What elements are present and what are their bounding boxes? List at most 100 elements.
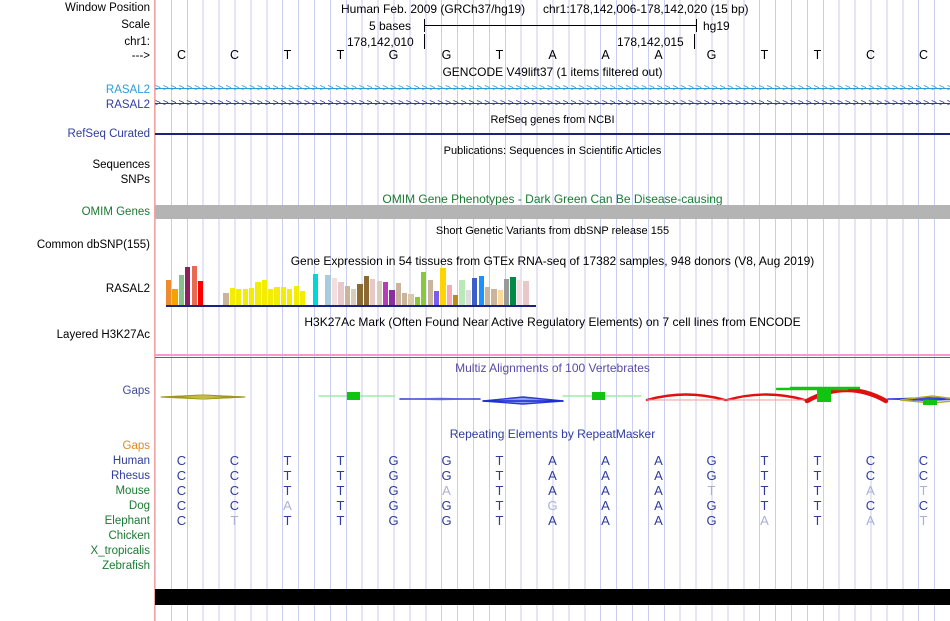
gtex-tissue-bar[interactable] (363, 276, 370, 305)
refseq-label[interactable]: RefSeq Curated (67, 128, 150, 140)
gtex-tissue-bar[interactable] (299, 291, 306, 305)
left-margin-divider (154, 0, 155, 621)
sequence-base: T (283, 48, 292, 62)
conservation-label[interactable]: Gaps (122, 385, 151, 397)
species-label-human[interactable]: Human (112, 455, 150, 467)
gtex-tissue-bar[interactable] (331, 277, 338, 305)
refseq-gene-line[interactable] (155, 133, 950, 135)
gtex-tissue-bar[interactable] (453, 295, 459, 305)
alignment-row-zebrafish[interactable] (155, 558, 950, 573)
gtex-tissue-bar[interactable] (414, 296, 421, 305)
gtex-tissue-bar[interactable] (223, 292, 229, 305)
gtex-tissue-bar[interactable] (440, 268, 446, 305)
gtex-tissue-bar[interactable] (344, 286, 350, 305)
gtex-tissue-bar[interactable] (478, 276, 484, 305)
species-label-chicken[interactable]: Chicken (108, 530, 150, 542)
species-label-elephant[interactable]: Elephant (104, 515, 150, 527)
gtex-tissue-bar[interactable] (274, 286, 280, 305)
gtex-tissue-bar[interactable] (459, 279, 465, 305)
gtex-tissue-bar[interactable] (504, 278, 510, 305)
gtex-tissue-bar[interactable] (178, 274, 185, 305)
gaps-label[interactable]: Gaps (122, 440, 151, 452)
species-label-zebrafish[interactable]: Zebrafish (102, 560, 150, 572)
alignment-base: G (706, 513, 717, 528)
gtex-tissue-bar[interactable] (166, 279, 172, 305)
alignment-base: C (176, 513, 187, 528)
gtex-tissue-bar[interactable] (242, 289, 248, 305)
gtex-tissue-bar[interactable] (357, 283, 363, 305)
alignment-base: G (706, 453, 717, 468)
gtex-tissue-bar[interactable] (465, 290, 472, 305)
gtex-tissue-bar[interactable] (433, 291, 440, 305)
gtex-tissue-bar[interactable] (446, 284, 452, 305)
alignment-base: T (495, 498, 504, 513)
gtex-tissue-bar[interactable] (472, 277, 478, 305)
alignment-row-chicken[interactable] (155, 528, 950, 543)
gtex-tissue-bar[interactable] (516, 280, 523, 305)
gtex-tissue-bar[interactable] (497, 290, 503, 305)
alignment-base: C (865, 498, 876, 513)
omim-gene-feature[interactable] (155, 205, 950, 219)
alignment-row-x_tropicalis[interactable] (155, 543, 950, 558)
gencode-label-1[interactable]: RASAL2 (105, 84, 150, 96)
gtex-tissue-bar[interactable] (248, 287, 255, 305)
gencode-label-2[interactable]: RASAL2 (105, 99, 150, 111)
dbsnp-label[interactable]: Common dbSNP(155) (36, 239, 150, 251)
h3k27ac-signal-line[interactable] (155, 354, 950, 356)
gtex-tissue-bar[interactable] (382, 282, 389, 305)
h3k27ac-label[interactable]: Layered H3K27Ac (56, 329, 150, 341)
gtex-tissue-bar[interactable] (421, 272, 427, 305)
gtex-tissue-bar[interactable] (197, 281, 204, 305)
gtex-tissue-bar[interactable] (229, 287, 236, 305)
gtex-tissue-bar[interactable] (268, 289, 274, 305)
gtex-tissue-bar[interactable] (280, 286, 287, 305)
species-label-rhesus[interactable]: Rhesus (111, 470, 150, 482)
gtex-tissue-bar[interactable] (287, 289, 293, 305)
pubs-snps-label[interactable]: SNPs (120, 174, 150, 186)
gencode-transcript-1[interactable]: >>>>>>>>>>>>>>>>>>>>>>>>>>>>>>>>>>>>>>>>… (155, 83, 950, 94)
gtex-tissue-bar[interactable] (325, 275, 331, 305)
alignment-base: A (601, 453, 610, 468)
gtex-tissue-bar[interactable] (261, 280, 267, 305)
scale-bar-line (424, 25, 697, 26)
gtex-tissue-bar[interactable] (389, 290, 395, 305)
gtex-tissue-bar[interactable] (491, 288, 497, 305)
gtex-tissue-bar[interactable] (351, 289, 357, 305)
gtex-tissue-bar[interactable] (408, 294, 414, 305)
species-label-dog[interactable]: Dog (128, 500, 150, 512)
gtex-tissue-bar[interactable] (236, 288, 242, 305)
species-label-x_tropicalis[interactable]: X_tropicalis (90, 545, 150, 557)
alignment-base: G (388, 468, 399, 483)
species-label-mouse[interactable]: Mouse (115, 485, 150, 497)
gtex-tissue-bar[interactable] (370, 278, 376, 305)
gtex-tissue-bar[interactable] (427, 279, 433, 305)
omim-genes-label[interactable]: OMIM Genes (81, 206, 150, 218)
gtex-tissue-bar[interactable] (510, 277, 516, 305)
gtex-tissue-bar[interactable] (255, 282, 261, 305)
gencode-transcript-2[interactable]: >>>>>>>>>>>>>>>>>>>>>>>>>>>>>>>>>>>>>>>>… (155, 98, 950, 109)
gtex-tissue-bar[interactable] (191, 265, 197, 305)
alignment-base: T (283, 453, 292, 468)
gtex-gene-label[interactable]: RASAL2 (105, 283, 150, 295)
gtex-tissue-bar[interactable] (312, 273, 318, 305)
gtex-tissue-bar[interactable] (376, 281, 382, 305)
gtex-tissue-bar[interactable] (172, 289, 178, 305)
sequence-base: G (388, 48, 399, 62)
conservation-phylop-plot[interactable] (155, 364, 950, 418)
gtex-tissue-bar[interactable] (523, 281, 529, 305)
gtex-tissue-bar[interactable] (395, 282, 401, 305)
gtex-tissue-bar[interactable] (185, 267, 191, 305)
pubs-sequences-label[interactable]: Sequences (92, 159, 150, 171)
gtex-tissue-bar[interactable] (402, 292, 408, 305)
gtex-tissue-bar[interactable] (484, 286, 491, 305)
repeatmasker-feature[interactable] (155, 589, 950, 605)
gtex-expression-barchart[interactable] (166, 264, 536, 305)
gtex-tissue-bar[interactable] (293, 286, 299, 305)
gtex-tissue-bar[interactable] (338, 282, 344, 305)
